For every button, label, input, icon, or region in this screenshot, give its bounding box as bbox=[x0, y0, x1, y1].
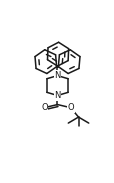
Text: N: N bbox=[54, 71, 60, 80]
Text: O: O bbox=[41, 103, 47, 112]
Text: O: O bbox=[67, 103, 73, 112]
Text: N: N bbox=[54, 91, 60, 100]
